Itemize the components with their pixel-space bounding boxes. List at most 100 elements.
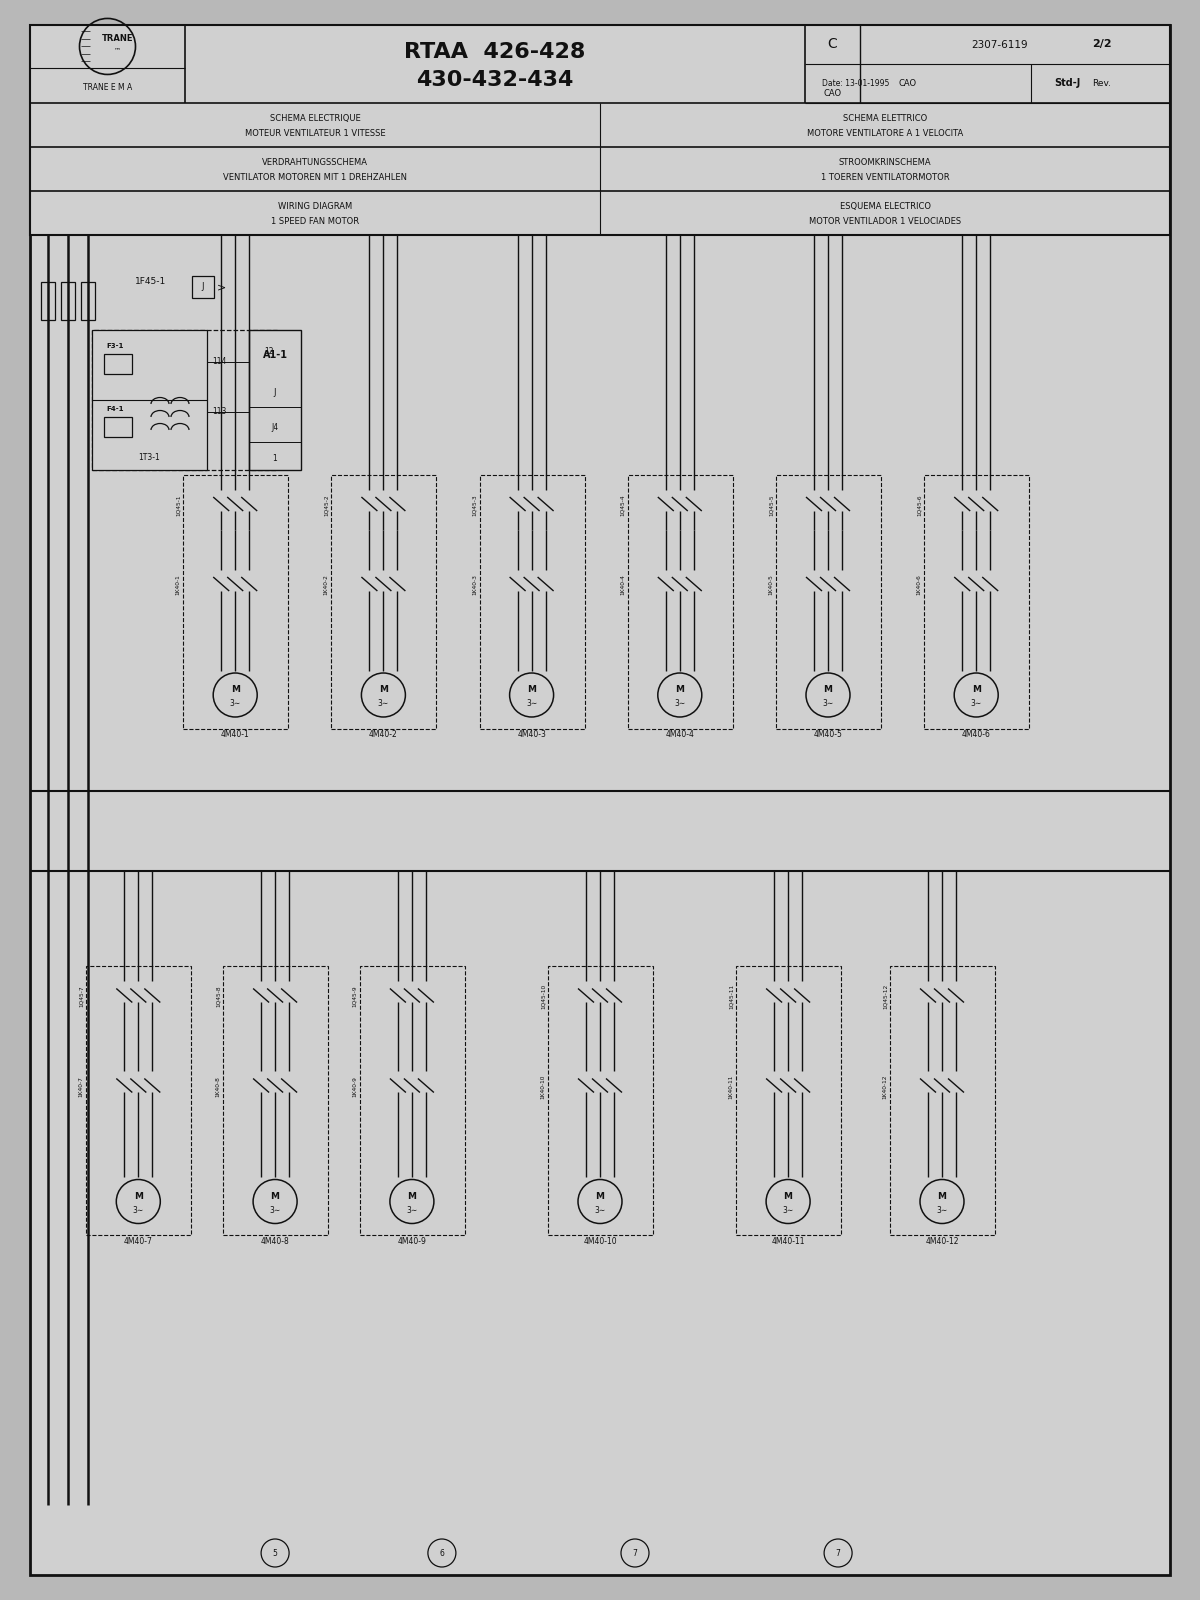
Text: 3∼: 3∼ (270, 1206, 281, 1214)
Text: 430-432-434: 430-432-434 (416, 69, 574, 90)
Text: 1K40-12: 1K40-12 (882, 1074, 888, 1099)
Bar (480, 475, 584, 730)
Text: CAO: CAO (823, 90, 841, 98)
Text: 3∼: 3∼ (782, 1206, 793, 1214)
Text: TRANE: TRANE (102, 34, 133, 43)
Text: 113: 113 (212, 408, 226, 416)
Text: J4: J4 (271, 424, 278, 432)
Text: 4M40-12: 4M40-12 (925, 1237, 959, 1246)
Text: 114: 114 (212, 357, 226, 366)
Text: M: M (408, 1192, 416, 1202)
Text: 1Q45-11: 1Q45-11 (728, 984, 733, 1010)
Text: 3∼: 3∼ (229, 699, 241, 709)
Text: ESQUEMA ELECTRICO: ESQUEMA ELECTRICO (840, 202, 930, 211)
Text: MOTORE VENTILATORE A 1 VELOCITA: MOTORE VENTILATORE A 1 VELOCITA (806, 130, 964, 138)
Bar (776, 475, 881, 730)
Text: 1K40-7: 1K40-7 (79, 1077, 84, 1098)
Bar (61, 282, 74, 320)
Bar (250, 330, 301, 470)
Bar (92, 330, 277, 470)
Text: 7: 7 (835, 1549, 840, 1557)
Text: 4M40-9: 4M40-9 (397, 1237, 426, 1246)
Text: 1T3-1: 1T3-1 (139, 453, 161, 462)
Text: 4M40-3: 4M40-3 (517, 731, 546, 739)
Text: 1K40-10: 1K40-10 (540, 1074, 546, 1099)
Text: 1K40-1: 1K40-1 (175, 574, 181, 595)
Text: 1Q45-8: 1Q45-8 (216, 986, 221, 1008)
Text: 1F45-1: 1F45-1 (134, 277, 167, 286)
Text: 3∼: 3∼ (133, 1206, 144, 1214)
Text: 6: 6 (439, 1549, 444, 1557)
Text: 1: 1 (272, 454, 277, 464)
Text: 1Q45-6: 1Q45-6 (917, 494, 922, 515)
Text: 4M40-8: 4M40-8 (260, 1237, 289, 1246)
Text: Std-J: Std-J (1055, 78, 1081, 88)
Text: 3∼: 3∼ (378, 699, 389, 709)
Text: M: M (937, 1192, 947, 1202)
Text: 3∼: 3∼ (594, 1206, 606, 1214)
Text: 2/2: 2/2 (1092, 40, 1111, 50)
Text: J: J (274, 389, 276, 397)
Bar (92, 330, 208, 470)
Text: 3∼: 3∼ (822, 699, 834, 709)
Text: M: M (270, 1192, 280, 1202)
Text: 1 SPEED FAN MOTOR: 1 SPEED FAN MOTOR (271, 218, 359, 226)
Text: 4M40-6: 4M40-6 (961, 731, 991, 739)
Text: A1-1: A1-1 (263, 350, 288, 360)
Text: 1Q45-9: 1Q45-9 (353, 986, 358, 1008)
Text: M: M (230, 685, 240, 694)
Text: F4-1: F4-1 (106, 406, 124, 411)
Text: 1Q45-10: 1Q45-10 (540, 984, 546, 1010)
Text: 1Q45-1: 1Q45-1 (175, 494, 181, 515)
Text: 1Q45-4: 1Q45-4 (620, 494, 625, 515)
Bar (331, 475, 437, 730)
Text: 3∼: 3∼ (526, 699, 538, 709)
Text: M: M (972, 685, 980, 694)
Text: VERDRAHTUNGSSCHEMA: VERDRAHTUNGSSCHEMA (262, 158, 368, 166)
Text: CAO: CAO (898, 78, 917, 88)
Text: M: M (676, 685, 684, 694)
Text: 4M40-7: 4M40-7 (124, 1237, 152, 1246)
Text: 1 TOEREN VENTILATORMOTOR: 1 TOEREN VENTILATORMOTOR (821, 173, 949, 182)
Text: M: M (134, 1192, 143, 1202)
Text: 1Q45-5: 1Q45-5 (768, 494, 774, 515)
Text: 1K40-11: 1K40-11 (728, 1074, 733, 1099)
Bar (223, 966, 328, 1235)
Text: MOTOR VENTILADOR 1 VELOCIADES: MOTOR VENTILADOR 1 VELOCIADES (809, 218, 961, 226)
Bar (104, 418, 132, 437)
Text: 4M40-10: 4M40-10 (583, 1237, 617, 1246)
Text: 1K40-9: 1K40-9 (353, 1077, 358, 1098)
Text: 5: 5 (272, 1549, 277, 1557)
Text: 4M40-2: 4M40-2 (370, 731, 397, 739)
Text: 3∼: 3∼ (936, 1206, 948, 1214)
Text: STROOMKRINSCHEMA: STROOMKRINSCHEMA (839, 158, 931, 166)
Bar (192, 275, 214, 298)
Text: 7: 7 (632, 1549, 637, 1557)
Text: M: M (527, 685, 536, 694)
Bar (628, 475, 733, 730)
Text: 1K40-4: 1K40-4 (620, 574, 625, 595)
Bar (184, 475, 288, 730)
Bar (924, 475, 1030, 730)
Text: 3∼: 3∼ (971, 699, 982, 709)
Bar (86, 966, 191, 1235)
Bar (548, 966, 653, 1235)
Text: TRANE E M A: TRANE E M A (83, 83, 132, 91)
Text: 12: 12 (264, 347, 274, 357)
Text: 1Q45-2: 1Q45-2 (324, 494, 329, 515)
Bar (104, 354, 132, 374)
Text: MOTEUR VENTILATEUR 1 VITESSE: MOTEUR VENTILATEUR 1 VITESSE (245, 130, 385, 138)
Text: Date: 13-01-1995: Date: 13-01-1995 (822, 78, 889, 88)
Bar (736, 966, 841, 1235)
Text: M: M (595, 1192, 605, 1202)
Text: Rev.: Rev. (1092, 78, 1111, 88)
Text: J: J (202, 283, 204, 291)
Text: 1K40-5: 1K40-5 (768, 574, 774, 595)
Text: 3∼: 3∼ (674, 699, 685, 709)
Text: WIRING DIAGRAM: WIRING DIAGRAM (278, 202, 352, 211)
Text: 4M40-11: 4M40-11 (772, 1237, 805, 1246)
Text: 4M40-5: 4M40-5 (814, 731, 842, 739)
Text: M: M (823, 685, 833, 694)
Text: F3-1: F3-1 (106, 342, 124, 349)
Bar (360, 966, 464, 1235)
